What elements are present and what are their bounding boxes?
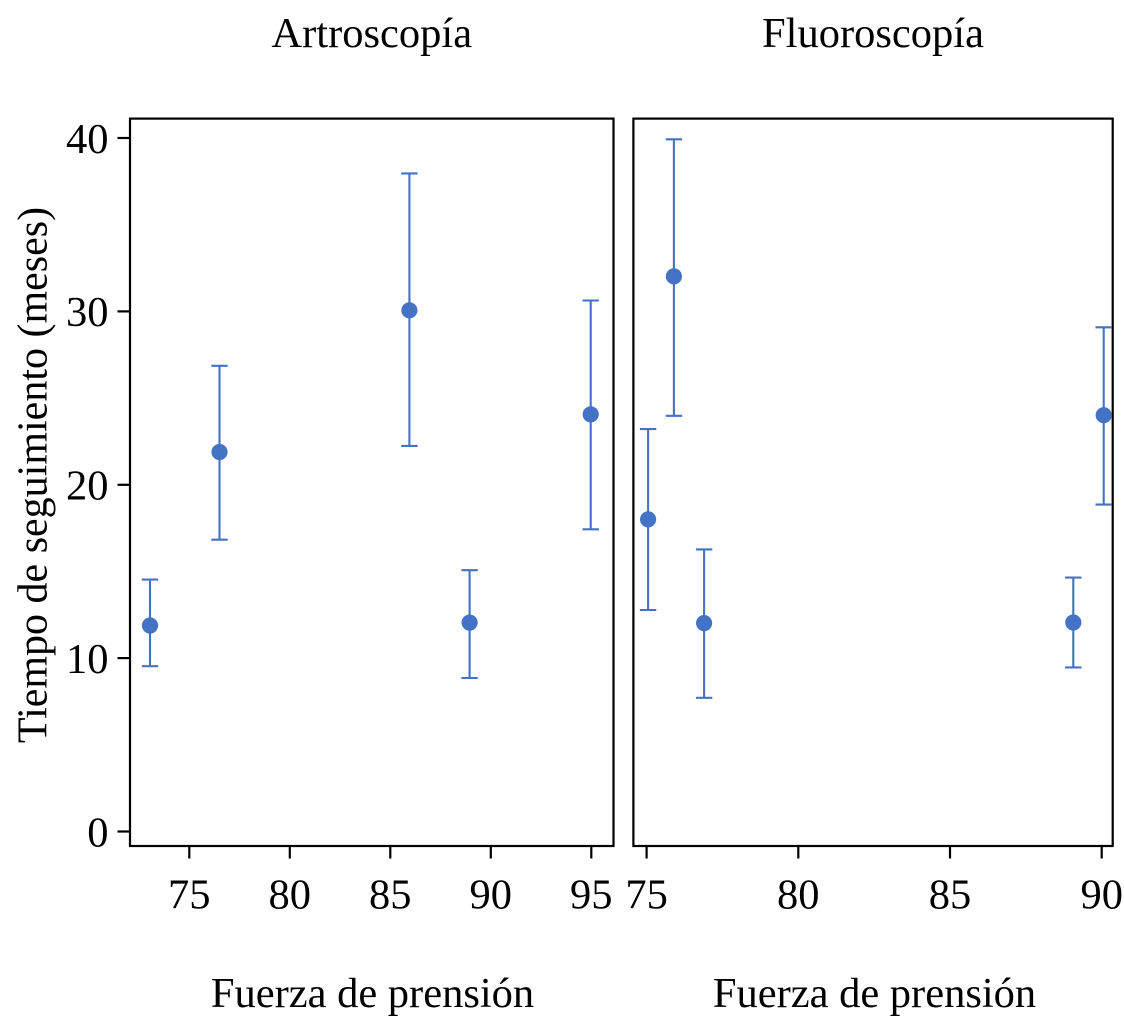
svg-text:30: 30 bbox=[66, 289, 109, 336]
svg-text:85: 85 bbox=[369, 872, 412, 919]
svg-text:Fuerza de prensión: Fuerza de prensión bbox=[211, 970, 534, 1017]
svg-text:80: 80 bbox=[269, 872, 312, 919]
svg-text:90: 90 bbox=[470, 872, 513, 919]
svg-text:Fuerza de prensión: Fuerza de prensión bbox=[713, 970, 1036, 1017]
svg-text:85: 85 bbox=[929, 872, 972, 919]
svg-text:10: 10 bbox=[66, 636, 109, 683]
svg-text:20: 20 bbox=[66, 463, 109, 510]
svg-text:95: 95 bbox=[570, 872, 613, 919]
svg-text:40: 40 bbox=[66, 116, 109, 163]
svg-text:75: 75 bbox=[625, 872, 668, 919]
svg-text:90: 90 bbox=[1080, 872, 1123, 919]
svg-text:Fluoroscopía: Fluoroscopía bbox=[762, 10, 984, 57]
svg-text:Tiempo de seguimiento (meses): Tiempo de seguimiento (meses) bbox=[11, 207, 57, 743]
svg-text:Artroscopía: Artroscopía bbox=[271, 10, 472, 57]
svg-text:80: 80 bbox=[777, 872, 820, 919]
svg-text:0: 0 bbox=[87, 809, 108, 856]
svg-text:75: 75 bbox=[168, 872, 211, 919]
